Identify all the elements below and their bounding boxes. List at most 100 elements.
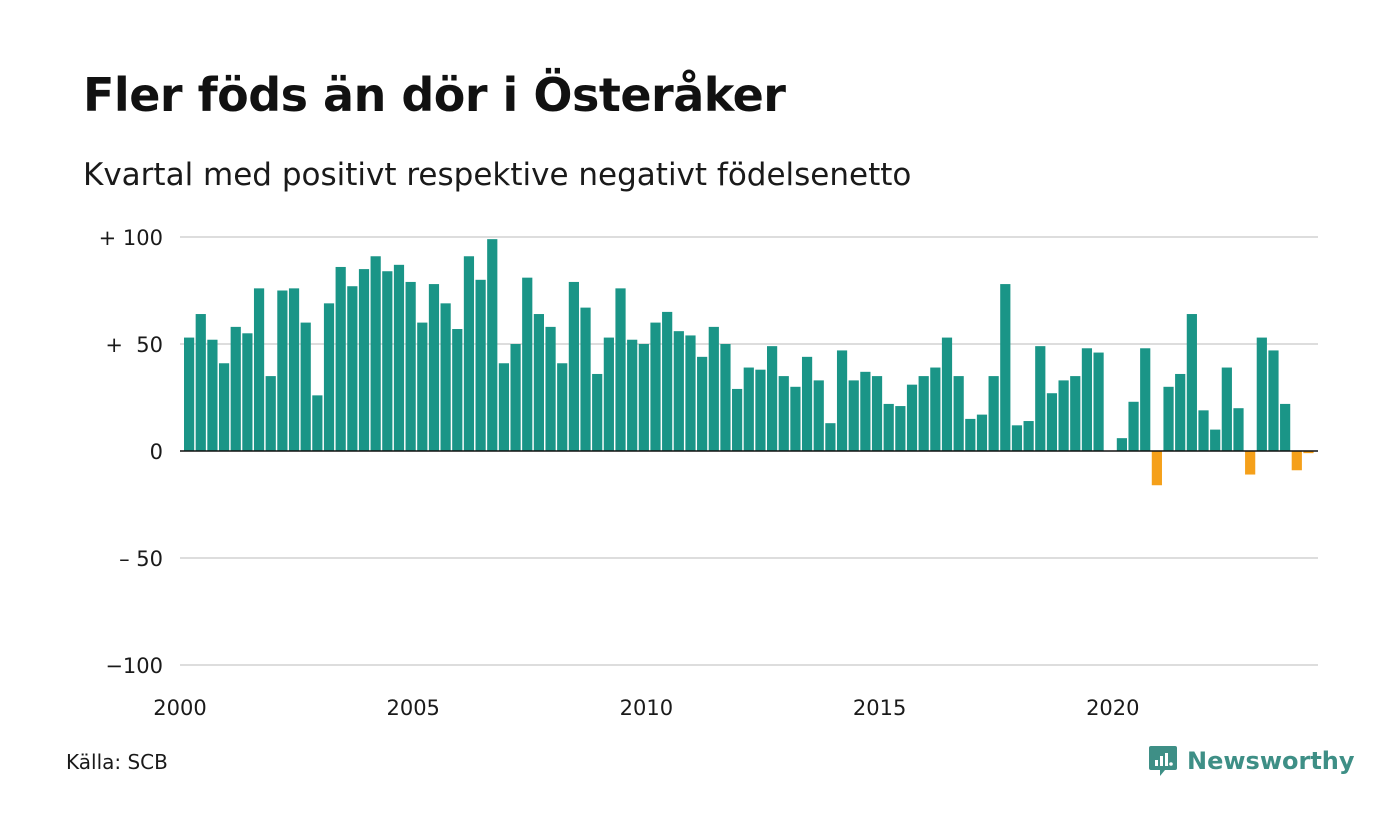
bar bbox=[1128, 401, 1139, 451]
bar bbox=[976, 414, 988, 451]
brand-logo[interactable]: Newsworthy bbox=[1148, 744, 1355, 778]
x-tick-label: 2015 bbox=[853, 696, 906, 720]
y-axis-tick-labels: + 100 + 50 0 – 50 −100 bbox=[99, 226, 163, 678]
bar bbox=[767, 346, 778, 451]
bar bbox=[370, 256, 381, 451]
bar bbox=[650, 322, 661, 451]
bar bbox=[778, 376, 789, 451]
bar bbox=[568, 281, 579, 451]
chart-subtitle: Kvartal med positivt respektive negativt… bbox=[83, 157, 912, 193]
bar bbox=[1023, 421, 1034, 451]
y-tick-label: −100 bbox=[105, 654, 163, 678]
bar bbox=[825, 423, 836, 451]
gridlines bbox=[180, 236, 1318, 666]
bar bbox=[720, 344, 731, 451]
bar bbox=[697, 356, 708, 451]
bar bbox=[393, 264, 405, 451]
bar bbox=[335, 266, 346, 451]
chart-title: Fler föds än dör i Österåker bbox=[83, 68, 786, 122]
x-tick-label: 2020 bbox=[1086, 696, 1139, 720]
brand-name: Newsworthy bbox=[1187, 747, 1355, 775]
bar bbox=[592, 373, 603, 451]
bar bbox=[1291, 451, 1302, 471]
bar bbox=[662, 311, 673, 451]
bar bbox=[417, 322, 428, 451]
bar bbox=[288, 288, 300, 451]
bar bbox=[440, 303, 451, 451]
bar bbox=[347, 286, 358, 451]
bar bbox=[428, 284, 440, 451]
bar bbox=[1163, 386, 1174, 451]
bar bbox=[1093, 352, 1104, 451]
bar bbox=[615, 288, 626, 451]
bar bbox=[1303, 451, 1314, 454]
bar bbox=[207, 339, 218, 451]
bar bbox=[743, 367, 754, 451]
bar bbox=[463, 256, 475, 451]
bar bbox=[312, 395, 323, 451]
bar bbox=[638, 344, 649, 451]
bar bbox=[323, 303, 335, 451]
bar bbox=[1000, 284, 1011, 451]
bar bbox=[1011, 425, 1023, 451]
x-axis-tick-labels: 2000 2005 2010 2015 2020 bbox=[153, 696, 1139, 720]
bar bbox=[184, 337, 195, 451]
bar bbox=[405, 281, 416, 451]
bar bbox=[1210, 429, 1221, 451]
bar bbox=[1175, 373, 1186, 451]
bar bbox=[1035, 346, 1046, 451]
bar bbox=[522, 277, 533, 451]
bar bbox=[580, 307, 591, 451]
bar bbox=[918, 376, 929, 451]
bar bbox=[965, 418, 976, 451]
y-tick-label: 0 bbox=[150, 440, 163, 464]
bar bbox=[1268, 350, 1279, 451]
bar bbox=[498, 363, 510, 451]
bars bbox=[184, 239, 1314, 486]
bar bbox=[790, 386, 801, 451]
source-note: Källa: SCB bbox=[66, 750, 168, 774]
bar bbox=[382, 271, 393, 451]
bar bbox=[510, 344, 521, 451]
bar bbox=[358, 269, 370, 451]
bar bbox=[195, 314, 206, 451]
bar bbox=[953, 376, 964, 451]
bar bbox=[1280, 403, 1291, 451]
bar bbox=[813, 380, 824, 451]
bar bbox=[1140, 348, 1151, 451]
bar bbox=[685, 335, 696, 451]
bar bbox=[475, 279, 486, 451]
bar bbox=[253, 288, 265, 451]
bar bbox=[1198, 410, 1209, 451]
bar bbox=[452, 329, 463, 451]
bar bbox=[1070, 376, 1081, 451]
bar bbox=[218, 363, 230, 451]
bar bbox=[627, 339, 638, 451]
bar bbox=[673, 331, 684, 451]
bar bbox=[988, 376, 999, 451]
bar bbox=[533, 314, 544, 451]
newsworthy-logo-icon bbox=[1149, 746, 1177, 776]
bar bbox=[848, 380, 859, 451]
bar bbox=[1081, 348, 1093, 451]
bar bbox=[1256, 337, 1267, 451]
bar bbox=[732, 388, 743, 451]
bar-chart: + 100 + 50 0 – 50 −100 2000 2005 2010 2015 2020 bbox=[99, 226, 1318, 720]
bar bbox=[487, 239, 498, 451]
x-tick-label: 2005 bbox=[386, 696, 439, 720]
x-tick-label: 2000 bbox=[153, 696, 206, 720]
x-tick-label: 2010 bbox=[620, 696, 673, 720]
bar bbox=[545, 326, 556, 451]
bar bbox=[1046, 393, 1058, 451]
bar bbox=[930, 367, 941, 451]
bar bbox=[895, 406, 906, 451]
y-tick-label: – 50 bbox=[119, 547, 163, 571]
bar bbox=[883, 403, 894, 451]
bar bbox=[1245, 451, 1256, 475]
bar bbox=[860, 371, 871, 451]
bar bbox=[801, 356, 813, 451]
bar bbox=[265, 376, 276, 451]
y-tick-label: + 50 bbox=[105, 333, 163, 357]
bar bbox=[242, 333, 253, 451]
bar bbox=[755, 369, 766, 451]
